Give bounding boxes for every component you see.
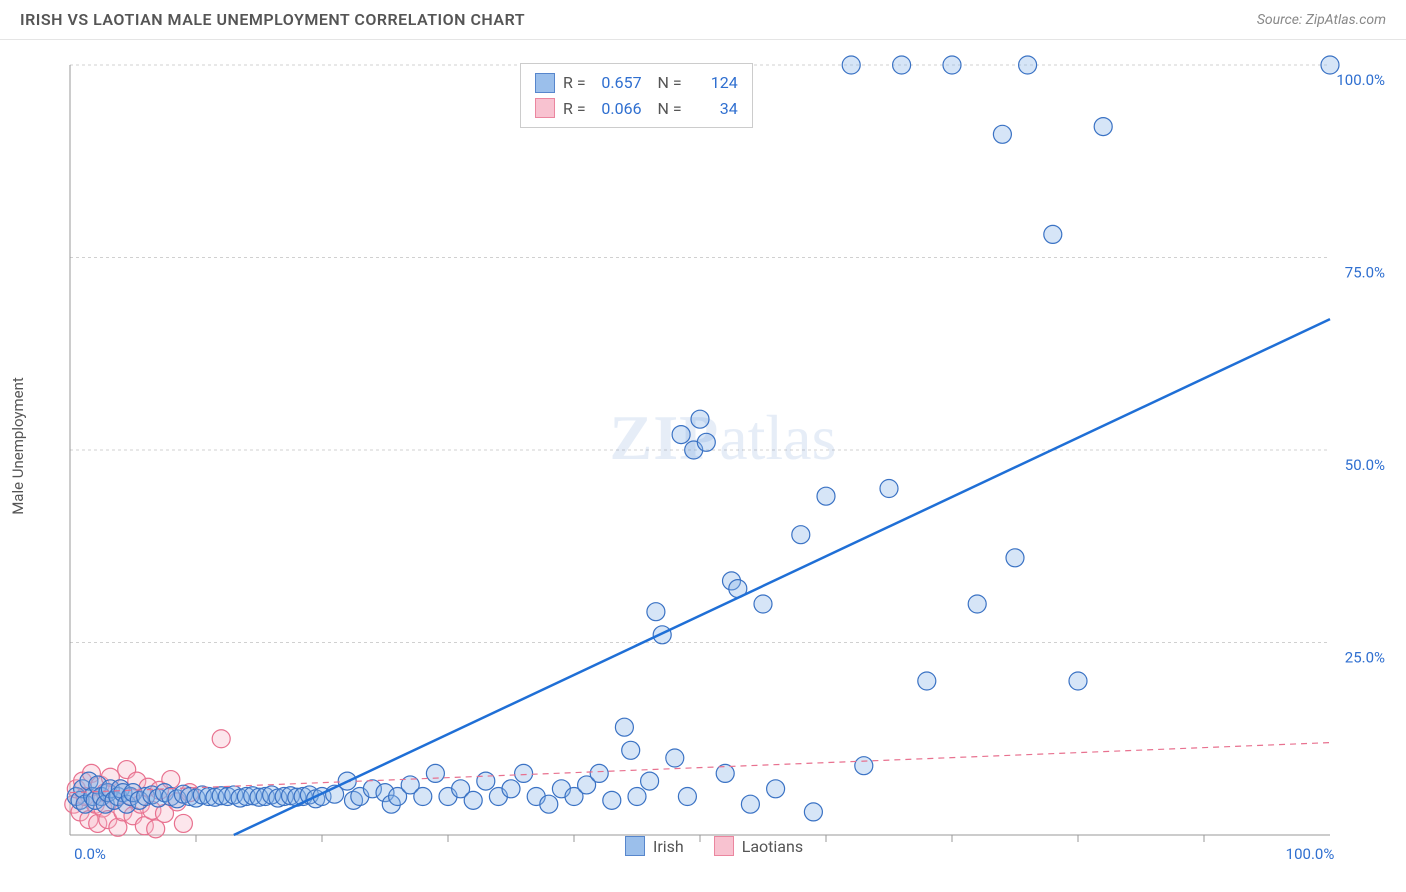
chart-container: 25.0%50.0%75.0%100.0%0.0%100.0% ZIPatlas… (60, 55, 1386, 852)
stat-n-irish: 124 (690, 70, 738, 96)
swatch-irish (535, 73, 555, 93)
stat-r-irish: 0.657 (594, 70, 642, 96)
y-axis-title: Male Unemployment (9, 377, 27, 515)
swatch-irish (625, 836, 645, 856)
stat-r-label: R = (563, 70, 586, 96)
svg-text:100.0%: 100.0% (1286, 845, 1335, 863)
source-prefix: Source: (1257, 12, 1306, 28)
legend-label-laotian: Laotians (742, 837, 803, 856)
stats-row-irish: R = 0.657 N = 124 (535, 70, 738, 96)
header: IRISH VS LAOTIAN MALE UNEMPLOYMENT CORRE… (0, 0, 1406, 40)
stat-n-label: N = (650, 70, 682, 96)
svg-text:0.0%: 0.0% (74, 845, 106, 863)
legend-label-irish: Irish (653, 837, 684, 856)
source-name: ZipAtlas.com (1306, 12, 1386, 28)
stats-row-laotian: R = 0.066 N = 34 (535, 96, 738, 122)
chart-title: IRISH VS LAOTIAN MALE UNEMPLOYMENT CORRE… (20, 10, 525, 29)
svg-text:50.0%: 50.0% (1345, 456, 1385, 474)
correlation-stats-box: R = 0.657 N = 124 R = 0.066 N = 34 (520, 63, 753, 128)
svg-text:75.0%: 75.0% (1345, 264, 1385, 282)
swatch-laotian (714, 836, 734, 856)
scatter-chart: 25.0% 50.0% 75.0% 100.0% 0.0% 100.0% (60, 55, 1395, 865)
stat-r-label: R = (563, 96, 586, 122)
legend-item-laotian: Laotians (714, 836, 803, 856)
stat-n-laotian: 34 (690, 96, 738, 122)
svg-text:25.0%: 25.0% (1345, 649, 1385, 667)
stat-n-label: N = (650, 96, 682, 122)
svg-text:100.0%: 100.0% (1336, 71, 1385, 89)
stat-r-laotian: 0.066 (594, 96, 642, 122)
legend-item-irish: Irish (625, 836, 684, 856)
swatch-laotian (535, 98, 555, 118)
series-legend: Irish Laotians (625, 836, 803, 856)
source-attribution: Source: ZipAtlas.com (1257, 12, 1386, 28)
